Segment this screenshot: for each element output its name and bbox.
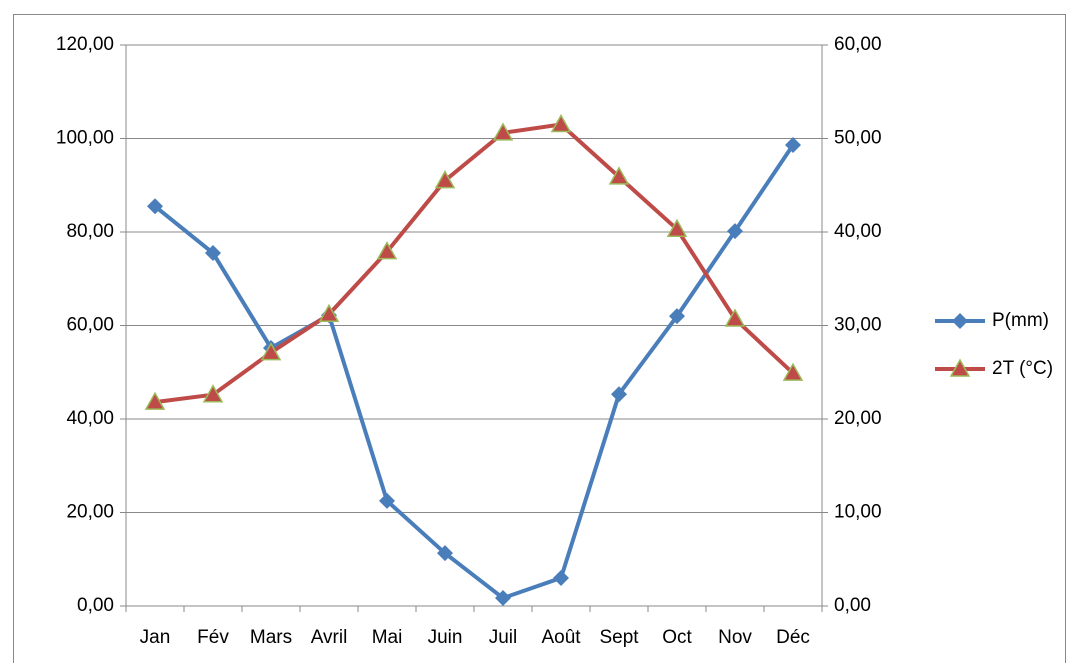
marker bbox=[553, 569, 569, 586]
y2-tick-label: 30,00 bbox=[834, 315, 882, 336]
marker bbox=[376, 241, 398, 260]
x-tick-label: Juin bbox=[428, 627, 463, 648]
marker bbox=[611, 386, 627, 403]
marker bbox=[492, 122, 514, 141]
marker bbox=[318, 303, 340, 323]
marker bbox=[550, 113, 572, 133]
marker bbox=[434, 170, 456, 189]
y-tick-label: 40,00 bbox=[66, 408, 114, 429]
marker bbox=[205, 245, 221, 262]
y2-tick-label: 10,00 bbox=[834, 502, 882, 523]
y2-tick-label: 20,00 bbox=[834, 408, 882, 429]
marker bbox=[785, 137, 801, 154]
marker bbox=[495, 590, 511, 607]
x-tick-label: Août bbox=[541, 627, 581, 648]
x-tick-label: Sept bbox=[599, 627, 639, 648]
x-tick-label: Déc bbox=[776, 627, 810, 648]
legend-label: P(mm) bbox=[992, 310, 1049, 331]
series-line bbox=[153, 143, 795, 601]
marker bbox=[669, 308, 685, 325]
marker bbox=[379, 492, 395, 509]
x-tick-label: Fév bbox=[197, 627, 229, 648]
marker bbox=[782, 362, 804, 381]
x-tick-label: Nov bbox=[718, 627, 752, 648]
marker bbox=[727, 223, 743, 240]
legend-marker bbox=[952, 313, 968, 329]
marker bbox=[202, 384, 224, 403]
y2-tick-label: 50,00 bbox=[834, 128, 882, 149]
x-tick-label: Oct bbox=[662, 627, 692, 648]
y-tick-label: 120,00 bbox=[56, 34, 114, 55]
marker bbox=[260, 342, 282, 361]
x-tick-label: Jan bbox=[140, 627, 171, 648]
y2-tick-label: 60,00 bbox=[834, 34, 882, 55]
y-tick-label: 60,00 bbox=[66, 315, 114, 336]
chart-frame bbox=[13, 14, 1066, 663]
x-tick-label: Juil bbox=[489, 627, 518, 648]
y-tick-label: 20,00 bbox=[66, 502, 114, 523]
marker bbox=[608, 166, 630, 185]
y-tick-label: 80,00 bbox=[66, 221, 114, 242]
marker bbox=[147, 198, 163, 215]
legend-label: 2T (°C) bbox=[992, 358, 1053, 379]
y2-tick-label: 40,00 bbox=[834, 221, 882, 242]
marker bbox=[666, 218, 688, 237]
x-tick-label: Mai bbox=[372, 627, 403, 648]
y2-tick-label: 0,00 bbox=[834, 595, 871, 616]
y-tick-label: 100,00 bbox=[56, 128, 114, 149]
x-tick-label: Avril bbox=[311, 627, 348, 648]
x-tick-label: Mars bbox=[250, 627, 292, 648]
marker bbox=[724, 308, 746, 327]
marker bbox=[437, 545, 453, 562]
legend-marker bbox=[949, 358, 971, 377]
y-tick-label: 0,00 bbox=[77, 595, 114, 616]
marker bbox=[144, 391, 166, 410]
